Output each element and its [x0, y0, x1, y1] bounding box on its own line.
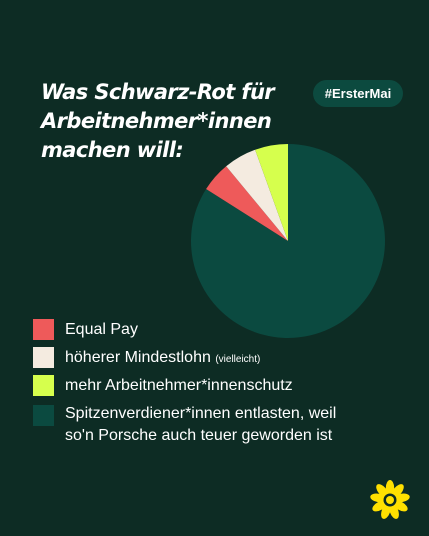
chart-title: Was Schwarz-Rot für Arbeitnehmer*innen m…: [41, 78, 275, 165]
legend-label-note: (vielleicht): [215, 354, 261, 365]
legend-swatch: [33, 375, 54, 396]
legend-label: höherer Mindestlohn (vielleicht): [65, 347, 395, 371]
legend-swatch: [33, 319, 54, 340]
title-line-1: Was Schwarz-Rot für: [41, 80, 275, 104]
legend-label: Equal Pay: [65, 321, 138, 338]
legend-label-line-2: so'n Porsche auch teuer geworden ist: [65, 427, 333, 444]
legend-label: mehr Arbeitnehmer*innenschutz: [65, 377, 293, 394]
legend-swatch: [33, 347, 54, 368]
pie-slice-equal-pay: [206, 166, 288, 241]
legend-label-text: höherer Mindestlohn: [65, 349, 211, 366]
title-line-3: machen will:: [41, 138, 184, 162]
pie-chart: [190, 144, 385, 338]
pie-slice-spitzenverdiener: [190, 144, 385, 338]
hashtag-badge: #ErsterMai: [313, 80, 403, 107]
pie-slice-mindestlohn: [226, 149, 288, 241]
pie-slice-arbeitnehmerschutz: [255, 144, 288, 241]
title-line-2: Arbeitnehmer*innen: [41, 109, 272, 133]
sunflower-icon: [370, 480, 410, 519]
legend-swatch: [33, 405, 54, 426]
legend-label: Spitzenverdiener*innen entlasten, weil s…: [65, 403, 395, 447]
legend-label-line-1: Spitzenverdiener*innen entlasten, weil: [65, 405, 337, 422]
